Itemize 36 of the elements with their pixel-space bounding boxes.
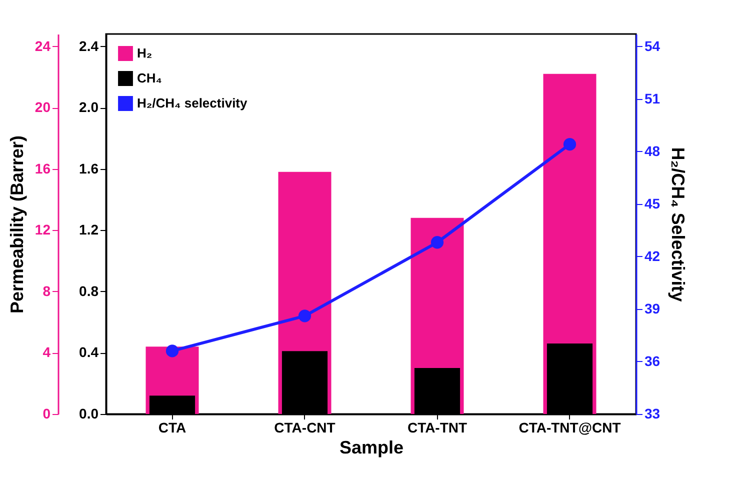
legend-label: H₂ bbox=[137, 46, 152, 60]
x-tick-label: CTA-TNT bbox=[407, 420, 468, 436]
y3-tick-label: 39 bbox=[644, 300, 660, 316]
point bbox=[166, 344, 179, 358]
y2-tick-label: 0.0 bbox=[79, 406, 99, 422]
point bbox=[430, 236, 444, 249]
y2-tick-label: 2.4 bbox=[79, 38, 99, 54]
y-tick-label: 4 bbox=[42, 344, 51, 360]
y3-axis-title: H₂/CH₄ Selectivity bbox=[668, 147, 688, 302]
y2-tick-label: 1.6 bbox=[79, 160, 99, 176]
y3-tick-label: 33 bbox=[644, 406, 660, 422]
y2-tick-label: 2.0 bbox=[79, 99, 99, 116]
y3-tick-label: 42 bbox=[644, 248, 660, 264]
point bbox=[298, 310, 312, 322]
x-tick-label: CTA-TNT@CNT bbox=[518, 420, 622, 436]
y3-tick-label: 36 bbox=[644, 352, 660, 369]
y-axis-title: Permeability (Barrer) bbox=[6, 135, 27, 314]
y3-tick-label: 45 bbox=[644, 195, 660, 212]
y2-tick-label: 0.8 bbox=[79, 282, 99, 299]
y3-tick-label: 54 bbox=[644, 38, 660, 54]
x-tick-label: CTA bbox=[158, 420, 186, 436]
legend-label: CH₄ bbox=[137, 70, 162, 86]
y3-tick-label: 51 bbox=[644, 90, 660, 106]
y-tick-label: 16 bbox=[34, 160, 51, 176]
y-tick-label: 12 bbox=[34, 222, 51, 238]
y-tick-label: 8 bbox=[42, 282, 51, 299]
y-tick-label: 0 bbox=[42, 406, 51, 422]
point bbox=[563, 138, 576, 151]
y-tick-label: 20 bbox=[34, 99, 51, 116]
y-tick-label: 24 bbox=[34, 38, 51, 54]
y2-tick-label: 1.2 bbox=[79, 222, 99, 238]
y2-tick-label: 0.4 bbox=[79, 344, 99, 360]
x-tick-label: CTA-CNT bbox=[274, 420, 336, 436]
legend-label: H₂/CH₄ selectivity bbox=[137, 96, 248, 110]
y3-tick-label: 48 bbox=[644, 142, 660, 159]
x-axis-title: Sample bbox=[339, 438, 404, 458]
